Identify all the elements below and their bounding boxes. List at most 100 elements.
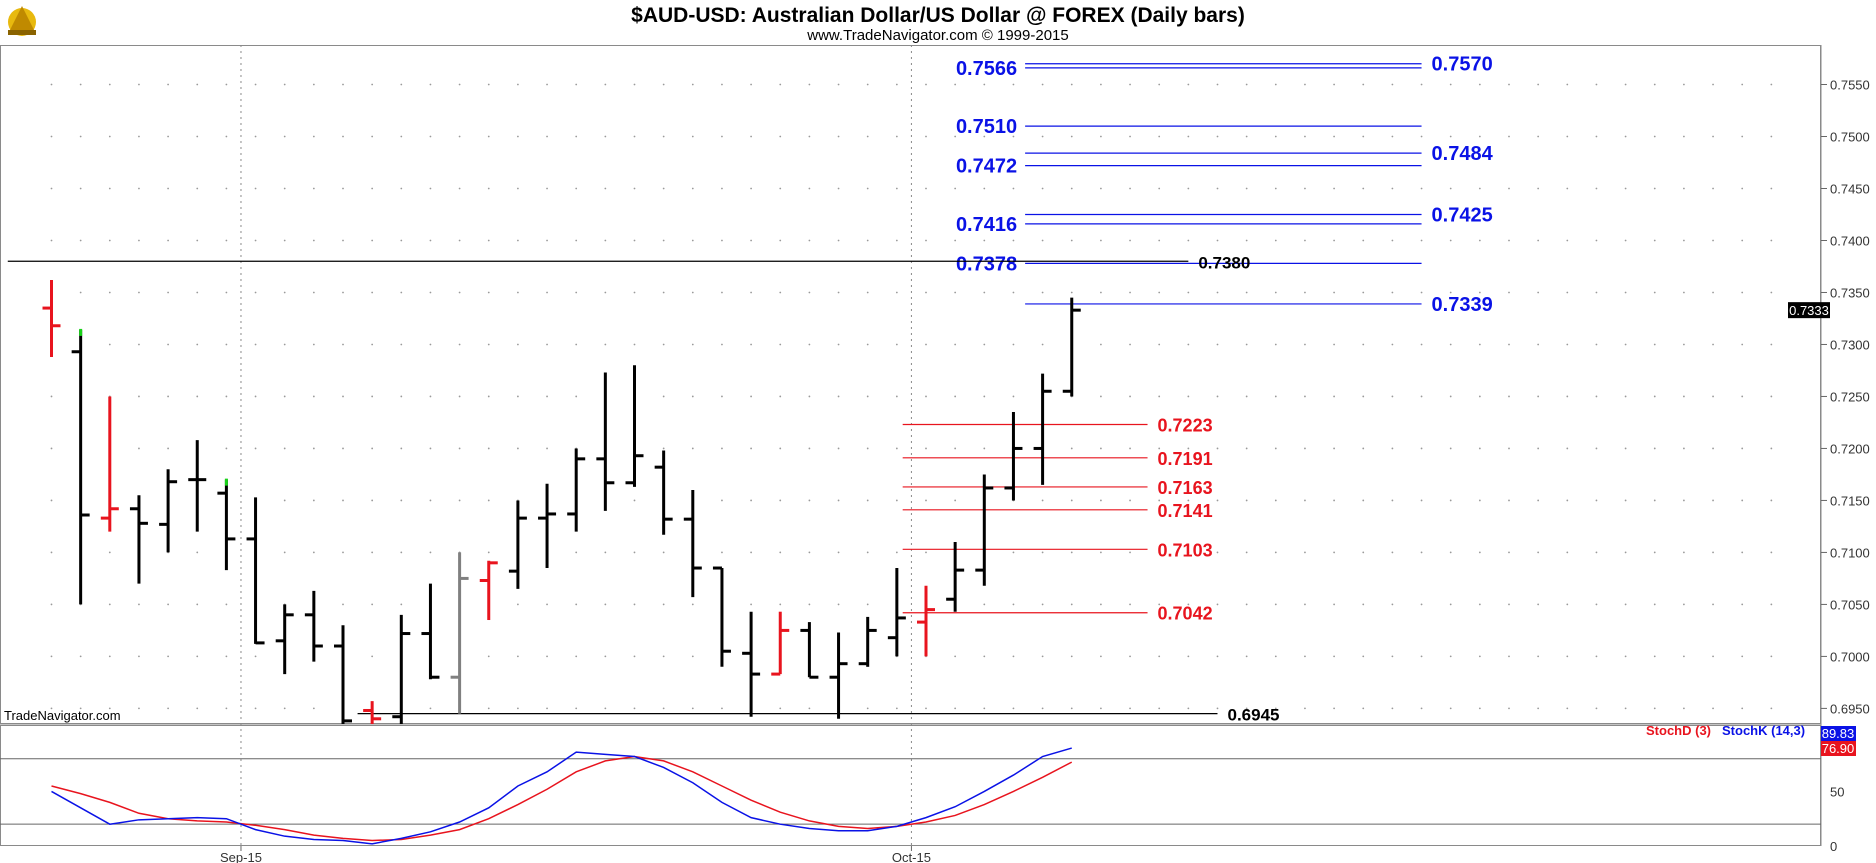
grid-dot <box>1216 447 1219 450</box>
grid-dot <box>1274 83 1277 86</box>
grid-dot <box>954 239 957 242</box>
grid-dot <box>1770 447 1773 450</box>
grid-dot <box>196 655 199 658</box>
grid-dot <box>458 187 461 190</box>
grid-dot <box>50 395 53 398</box>
grid-dot <box>254 395 257 398</box>
grid-dot <box>517 655 519 658</box>
ohlc-bar <box>217 478 236 571</box>
grid-dot <box>1129 135 1131 138</box>
ohlc-bar <box>450 552 469 714</box>
grid-dot <box>50 655 53 658</box>
grid-dot <box>1100 239 1102 242</box>
grid-dot <box>1712 291 1714 294</box>
last-price-tag <box>1788 302 1830 319</box>
grid-dot <box>895 187 898 190</box>
grid-dot <box>837 291 840 294</box>
grid-dot <box>196 135 199 138</box>
grid-dot <box>458 499 461 502</box>
grid-dot <box>1304 551 1306 554</box>
grid-dot <box>662 395 665 398</box>
grid-dot <box>1478 603 1481 606</box>
grid-dot <box>1158 499 1161 502</box>
grid-dot <box>1304 499 1306 502</box>
grid-dot <box>1537 83 1540 86</box>
grid-dot <box>1420 395 1423 398</box>
grid-dot <box>1070 291 1073 294</box>
grid-dot <box>1158 135 1161 138</box>
grid-dot <box>138 655 140 658</box>
grid-dot <box>458 343 461 346</box>
grid-dot <box>1304 187 1306 190</box>
ohlc-bar <box>363 701 382 724</box>
ohlc-bar <box>334 625 352 724</box>
grid-dot <box>108 83 111 86</box>
grid-dot <box>925 343 927 346</box>
grid-dot <box>1362 499 1365 502</box>
grid-dot <box>1362 447 1365 450</box>
grid-dot <box>779 603 782 606</box>
grid-dot <box>808 499 811 502</box>
grid-dot <box>546 447 548 450</box>
grid-dot <box>312 551 315 554</box>
grid-dot <box>196 707 199 710</box>
grid-dot <box>604 551 607 554</box>
grid-dot <box>1158 447 1161 450</box>
grid-dot <box>1770 343 1773 346</box>
grid-dot <box>1683 239 1685 242</box>
grid-dot <box>312 447 315 450</box>
grid-dot <box>721 135 723 138</box>
grid-dot <box>487 707 490 710</box>
grid-dot <box>1653 239 1656 242</box>
grid-dot <box>779 83 782 86</box>
grid-dot <box>458 239 461 242</box>
grid-dot <box>400 135 403 138</box>
grid-dot <box>837 447 840 450</box>
grid-dot <box>546 395 548 398</box>
grid-dot <box>342 499 344 502</box>
grid-dot <box>1683 603 1685 606</box>
grid-dot <box>1595 291 1598 294</box>
grid-dot <box>283 551 286 554</box>
grid-dot <box>1624 499 1627 502</box>
ohlc-bar <box>1033 373 1052 485</box>
grid-dot <box>1420 603 1423 606</box>
grid-dot <box>79 707 82 710</box>
grid-dot <box>429 187 432 190</box>
grid-dot <box>50 603 53 606</box>
ohlc-bar <box>771 611 790 676</box>
grid-dot <box>108 239 111 242</box>
grid-dot <box>1274 291 1277 294</box>
grid-dot <box>312 187 315 190</box>
grid-dot <box>225 187 228 190</box>
grid-dot <box>1537 499 1540 502</box>
grid-dot <box>1041 603 1044 606</box>
grid-dot <box>167 239 170 242</box>
grid-dot <box>1595 447 1598 450</box>
grid-dot <box>721 499 723 502</box>
grid-dot <box>1362 135 1365 138</box>
grid-dot <box>1304 83 1306 86</box>
grid-dot <box>1624 603 1627 606</box>
grid-dot <box>1070 447 1073 450</box>
grid-dot <box>1420 447 1423 450</box>
grid-dot <box>1274 707 1277 710</box>
grid-dot <box>50 187 53 190</box>
grid-dot <box>1070 239 1073 242</box>
grid-dot <box>429 343 432 346</box>
grid-dot <box>662 551 665 554</box>
grid-dot <box>429 707 432 710</box>
grid-dot <box>1216 499 1219 502</box>
grid-dot <box>1274 135 1277 138</box>
axis-tick-label: 0.7050 <box>1830 597 1870 612</box>
grid-dot <box>1449 499 1452 502</box>
grid-dot <box>1391 83 1394 86</box>
level-label: 0.7425 <box>1432 204 1493 226</box>
grid-dot <box>1566 343 1569 346</box>
date-axis: Sep-15 Oct-15 <box>220 846 931 863</box>
grid-dot <box>1041 551 1044 554</box>
grid-dot <box>604 707 607 710</box>
grid-dot <box>1216 291 1219 294</box>
grid-dot <box>866 499 869 502</box>
date-label: Oct-15 <box>892 850 931 863</box>
